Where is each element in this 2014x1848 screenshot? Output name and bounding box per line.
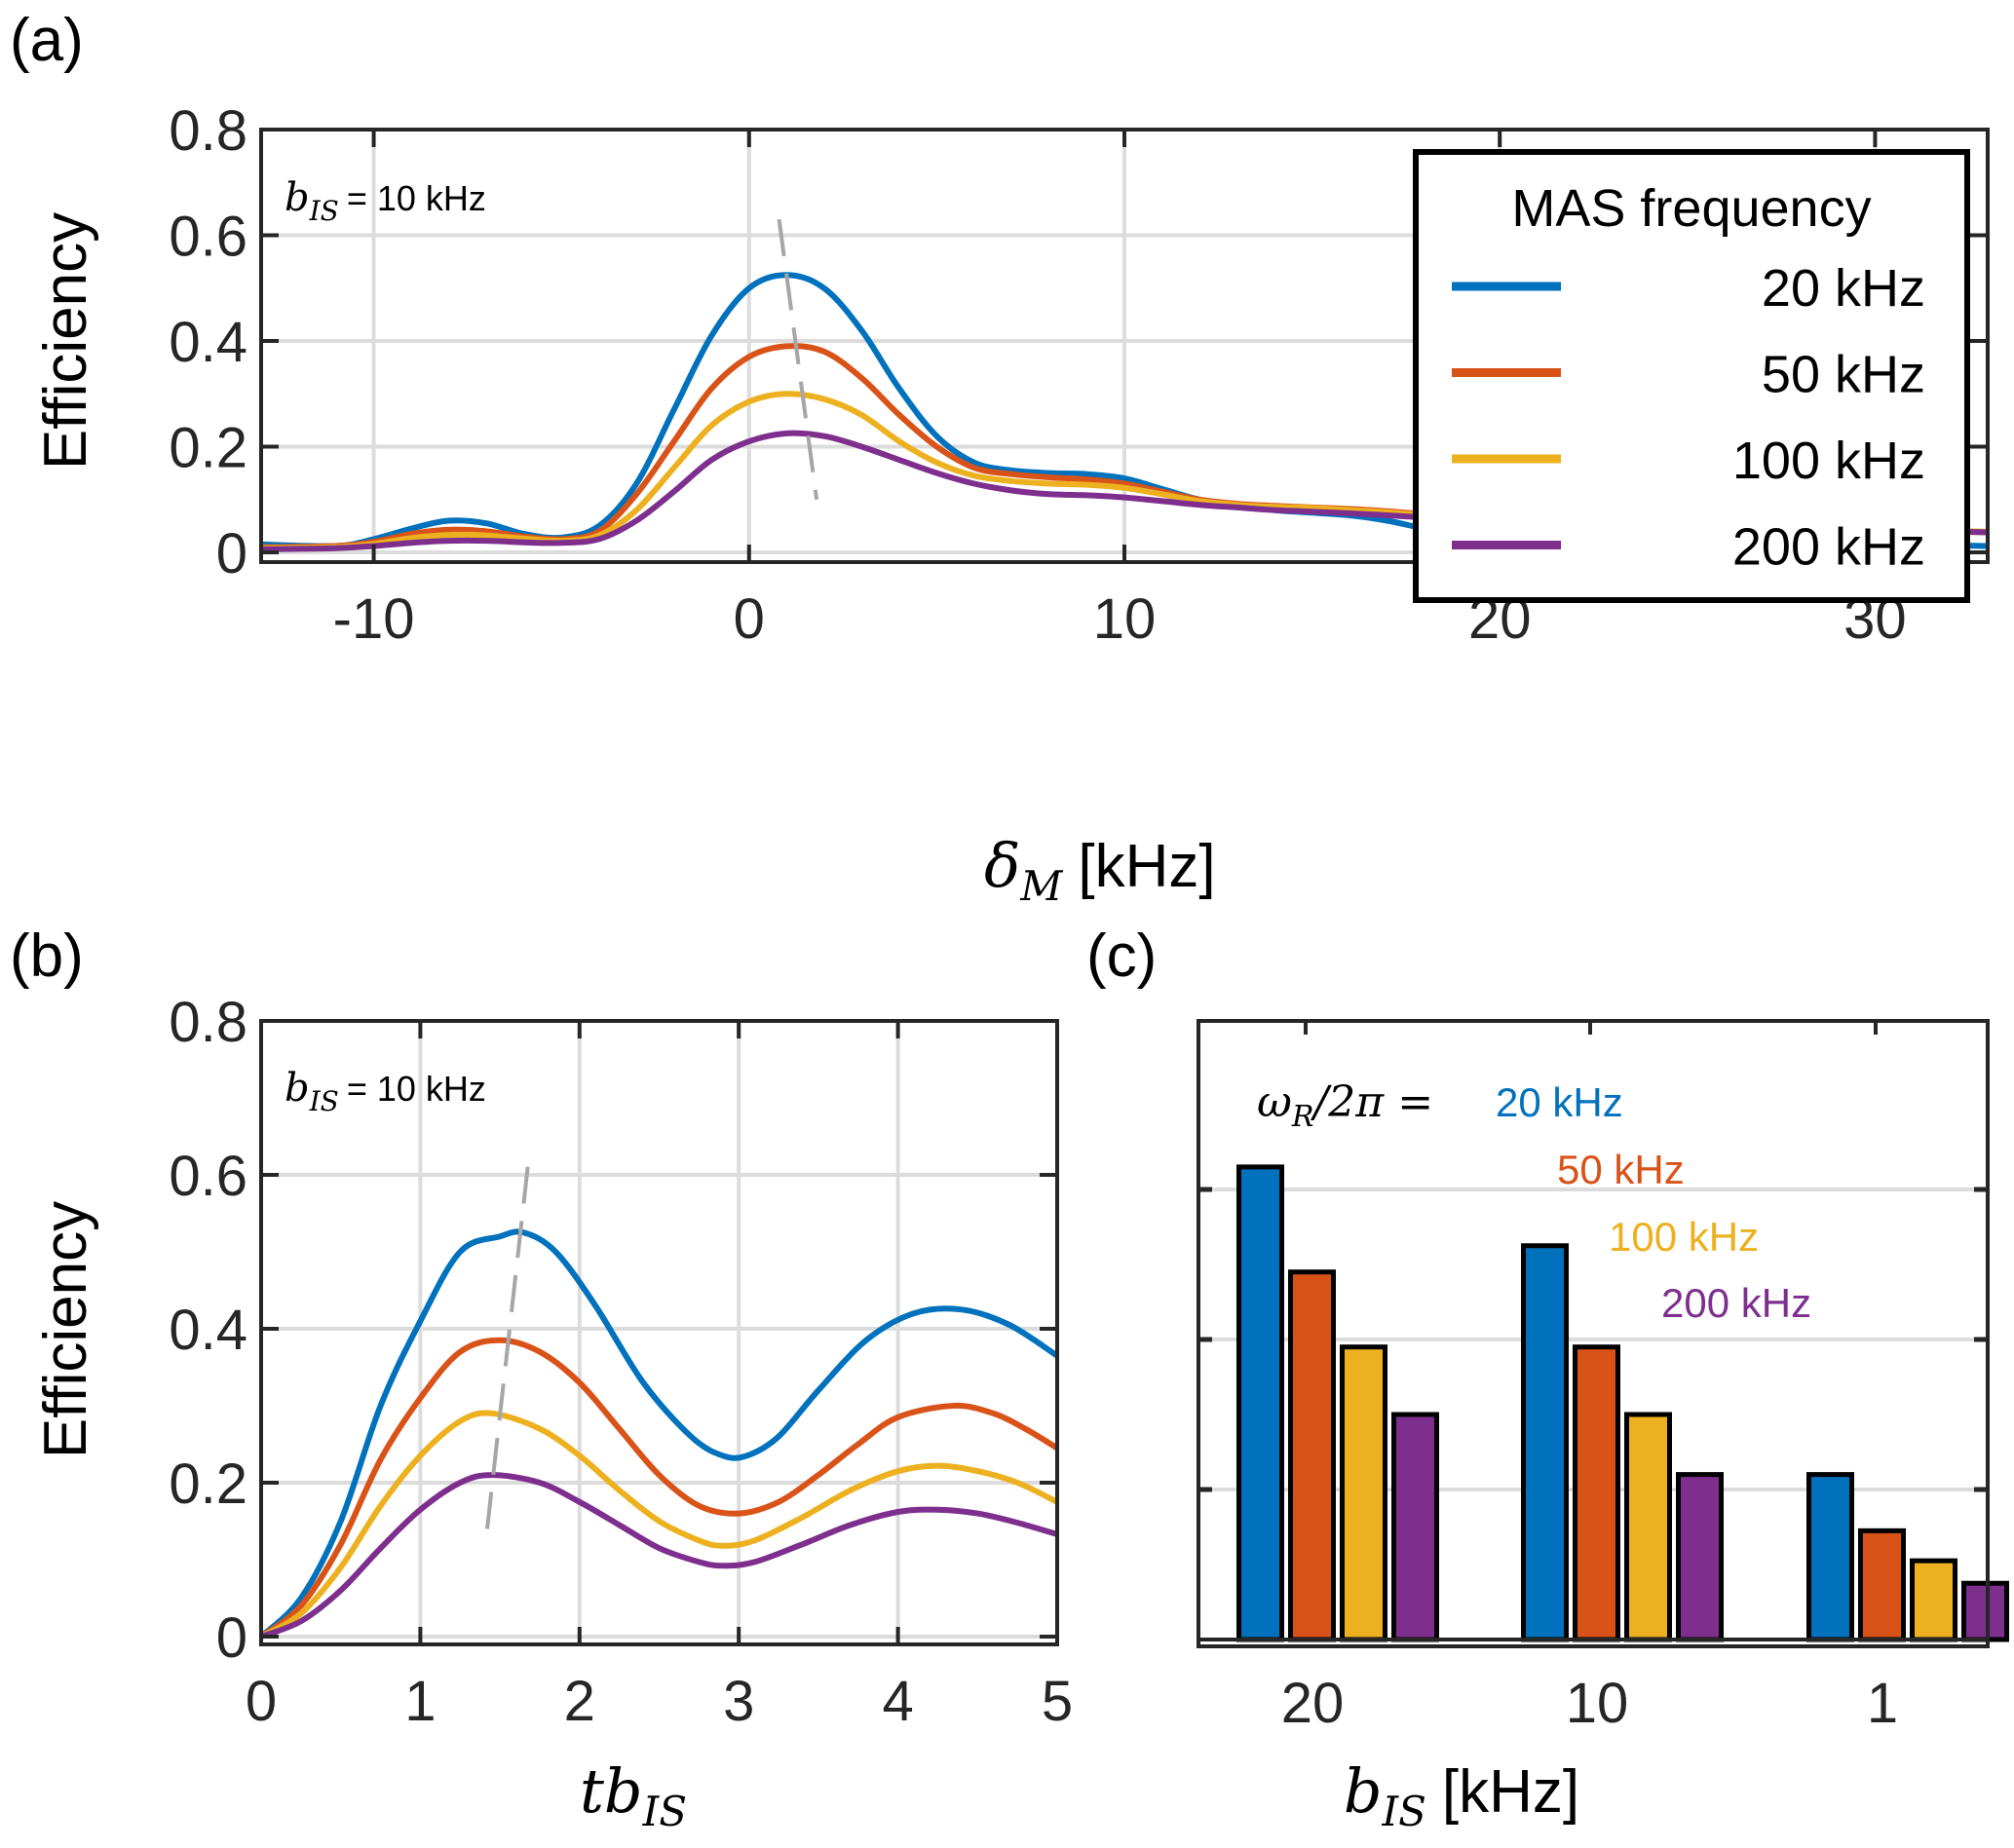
c-series-label-3: 200 kHz — [1661, 1280, 1811, 1326]
panel-label-a: (a) — [10, 7, 84, 74]
c-x-tick-labels: 20 10 1 — [1281, 1672, 1898, 1735]
c-bar-10-20-khz — [1521, 1243, 1569, 1642]
c-xlabel-unit: [kHz] — [1442, 1758, 1579, 1826]
a-xlabel-sub: M — [1019, 862, 1063, 910]
b-ytick-label-0: 0 — [216, 1606, 247, 1670]
c-bars-group — [1236, 1164, 2009, 1642]
a-y-axis-label: Efficiency — [32, 212, 99, 470]
a-annot-sub: IS — [309, 195, 339, 227]
b-annotation: bIS = 10 kHz — [285, 1066, 486, 1117]
c-bar-1-20-khz — [1806, 1472, 1854, 1642]
b-annot-text: = 10 kHz — [347, 1069, 486, 1109]
a-ytick-label-4: 0.8 — [169, 99, 247, 163]
c-series-label-1: 50 kHz — [1557, 1147, 1685, 1192]
b-series-line-20-khz — [258, 1228, 1059, 1640]
c-axes-frame — [1197, 1019, 1990, 1648]
b-annot-symbol: b — [285, 1066, 310, 1111]
c-annotation-lhs: ωR/2π = — [1257, 1077, 1433, 1134]
c-annot-symbol: ω — [1257, 1077, 1292, 1127]
b-xtick-label-0: 0 — [246, 1670, 277, 1733]
b-ytick-label-3: 0.6 — [169, 1145, 247, 1208]
c-annot-sub: R — [1291, 1100, 1314, 1134]
a-peak-guide-line — [777, 218, 819, 501]
c-xlabel-symbol: b — [1344, 1755, 1383, 1827]
b-xtick-label-3: 3 — [723, 1670, 754, 1733]
c-bar-1-50-khz — [1858, 1527, 1906, 1642]
b-xlabel-symbol: tb — [580, 1755, 643, 1827]
a-x-axis-label: δM [kHz] — [984, 830, 1216, 910]
a-ytick-label-1: 0.2 — [169, 417, 247, 480]
b-y-axis-label: Efficiency — [32, 1201, 99, 1458]
c-xtick-label-0: 20 — [1281, 1672, 1345, 1735]
c-bar-1-200-khz — [1961, 1580, 2009, 1642]
b-annot-sub: IS — [309, 1085, 339, 1117]
a-xtick-label-2: 10 — [1093, 587, 1157, 651]
b-tick-marks — [259, 1019, 1059, 1644]
c-series-label-0: 20 kHz — [1496, 1079, 1623, 1125]
legend-label-1: 50 kHz — [1762, 346, 1925, 404]
legend-label-2: 100 kHz — [1732, 432, 1925, 490]
b-y-tick-labels: 0 0.2 0.4 0.6 0.8 — [169, 991, 247, 1670]
b-xtick-label-5: 5 — [1042, 1670, 1073, 1733]
b-xtick-label-4: 4 — [882, 1670, 913, 1733]
b-axes-frame — [259, 1019, 1059, 1646]
a-xtick-label-0: -10 — [333, 587, 415, 651]
a-ytick-label-2: 0.4 — [169, 311, 247, 374]
a-xlabel-symbol: δ — [984, 830, 1020, 901]
c-bar-10-100-khz — [1624, 1412, 1672, 1642]
b-series-line-100-khz — [259, 1410, 1059, 1640]
c-bar-20-20-khz — [1236, 1164, 1284, 1642]
c-bar-20-200-khz — [1391, 1412, 1439, 1642]
legend-title: MAS frequency — [1511, 179, 1871, 238]
panel-c: 20 10 1 bIS [kHz] ωR/2π = 20 kHz 50 kHz 100 k… — [1197, 1019, 2009, 1835]
a-annotation: bIS = 10 kHz — [285, 175, 486, 227]
c-xtick-label-2: 1 — [1867, 1672, 1898, 1735]
c-x-axis-label: bIS [kHz] — [1344, 1755, 1579, 1835]
b-x-tick-labels: 0 1 2 3 4 5 — [246, 1670, 1073, 1733]
b-xtick-label-2: 2 — [564, 1670, 595, 1733]
c-bar-10-50-khz — [1573, 1344, 1620, 1642]
c-tick-marks — [1198, 1021, 1988, 1492]
panel-label-c: (c) — [1086, 923, 1157, 990]
a-xtick-label-1: 0 — [734, 587, 765, 651]
c-series-label-2: 100 kHz — [1609, 1214, 1759, 1260]
b-xlabel-sub: IS — [642, 1788, 687, 1835]
legend-label-0: 20 kHz — [1762, 259, 1925, 318]
a-ytick-label-0: 0 — [216, 522, 247, 585]
c-bar-20-50-khz — [1288, 1269, 1336, 1642]
b-series-line-50-khz — [259, 1337, 1059, 1640]
a-annot-symbol: b — [285, 175, 310, 220]
b-ytick-label-1: 0.2 — [169, 1452, 247, 1516]
b-ytick-label-2: 0.4 — [169, 1299, 247, 1362]
b-peak-guide-line — [485, 1158, 531, 1529]
b-xtick-label-1: 1 — [404, 1670, 436, 1733]
b-series-line-200-khz — [259, 1472, 1058, 1640]
a-ytick-label-3: 0.6 — [169, 206, 247, 269]
a-y-tick-labels: 0 0.2 0.4 0.6 0.8 — [169, 99, 247, 585]
c-xlabel-sub: IS — [1382, 1788, 1426, 1835]
b-ytick-label-4: 0.8 — [169, 991, 247, 1054]
a-annot-text: = 10 kHz — [347, 178, 486, 218]
c-annot-rest: /2π = — [1310, 1077, 1433, 1127]
c-bar-1-100-khz — [1910, 1558, 1957, 1642]
legend-entries: 20 kHz 50 kHz 100 kHz 200 kHz — [1452, 259, 1925, 577]
a-xlabel-unit: [kHz] — [1078, 833, 1215, 900]
c-bar-20-100-khz — [1340, 1344, 1387, 1642]
b-series-group — [258, 1228, 1059, 1640]
panel-a: -10 0 10 20 30 00.20.40.60.8 Efficiency δM [k… — [32, 99, 1990, 910]
legend-label-3: 200 kHz — [1732, 518, 1925, 577]
c-xtick-label-1: 10 — [1566, 1672, 1629, 1735]
a-legend: MAS frequency 20 kHz 50 kHz 100 kHz 200 kHz — [1413, 149, 1970, 603]
c-series-labels: 20 kHz 50 kHz 100 kHz 200 kHz — [1496, 1079, 1811, 1326]
c-bar-10-200-khz — [1676, 1472, 1724, 1642]
panel-label-b: (b) — [10, 923, 84, 990]
b-x-axis-label: tbIS — [580, 1755, 687, 1835]
